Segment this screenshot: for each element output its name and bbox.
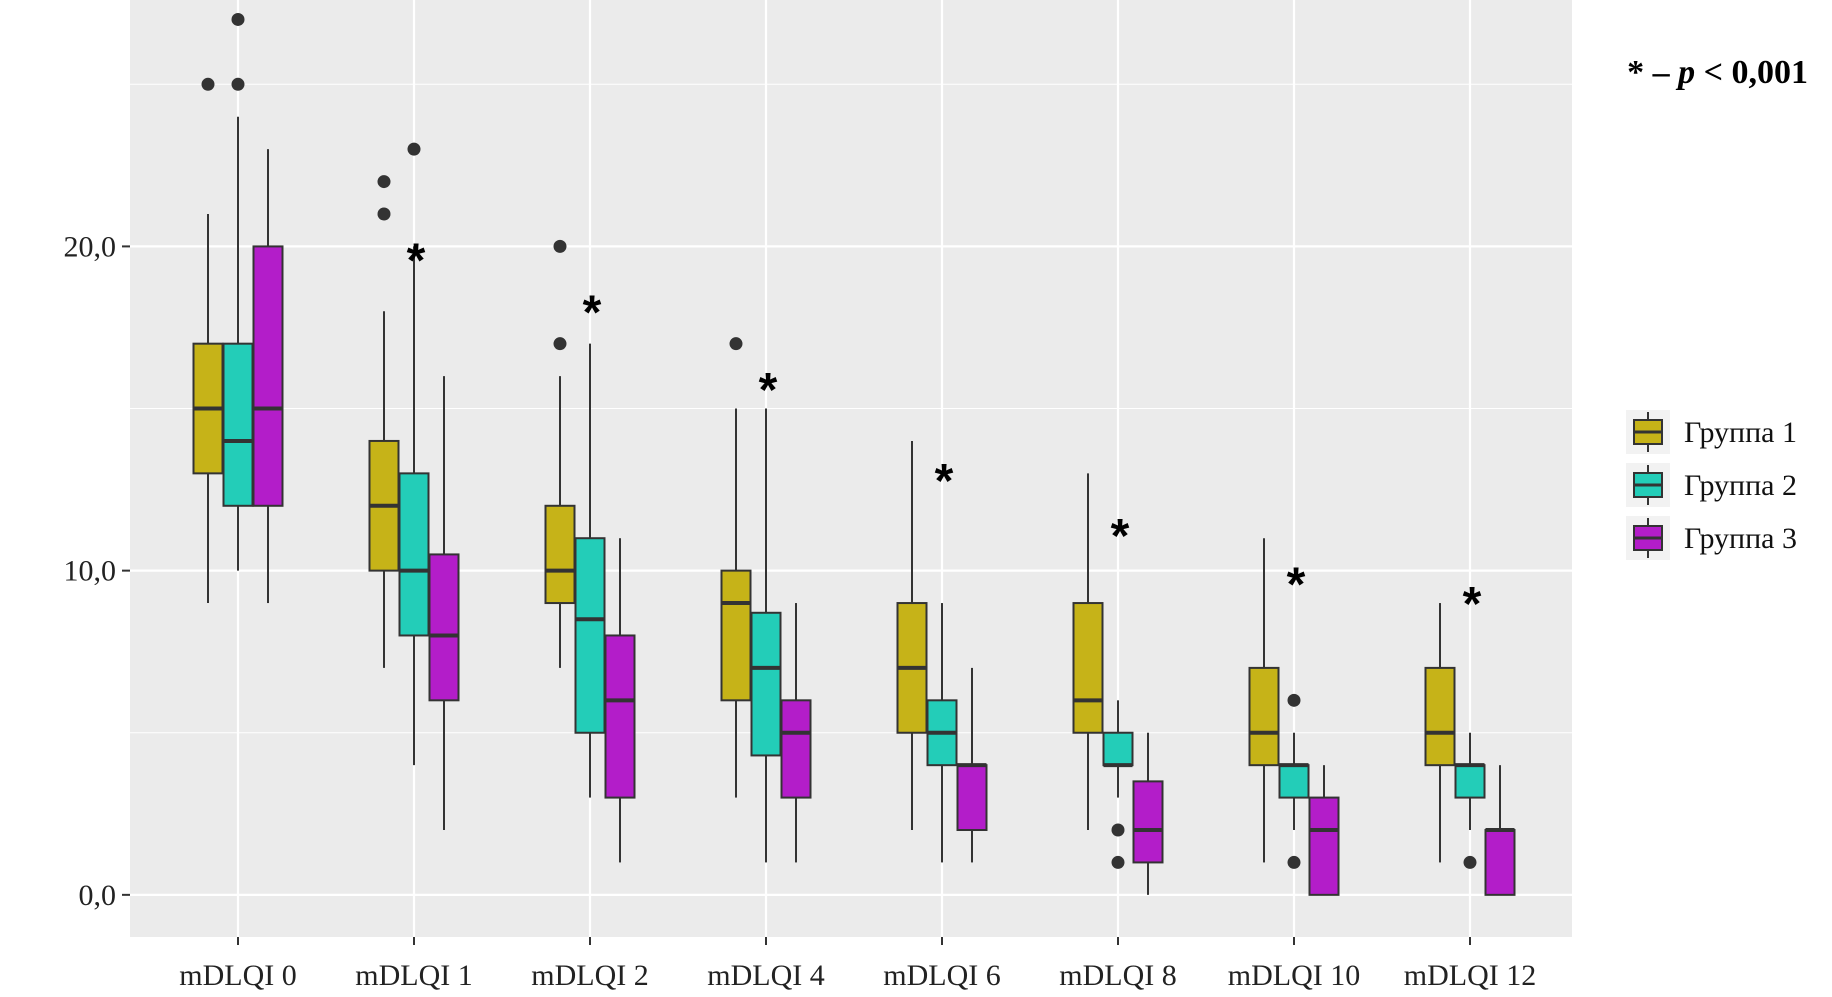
box-series [192,12,1516,896]
box-1-4 [896,440,928,831]
outlier-point [231,77,245,91]
x-tick-label: mDLQI 8 [1059,959,1176,992]
x-tick-label: mDLQI 12 [1404,959,1536,992]
box-1-0 [192,77,224,604]
box-rect [1248,666,1280,767]
outlier-point [1111,823,1125,837]
box-3-7 [1484,765,1516,896]
box-3-4 [956,667,988,863]
significance-star: * [1463,578,1482,631]
box-2-2 [574,343,606,798]
box-rect [544,504,576,605]
box-rect [1072,602,1104,734]
outlier-point [377,175,391,189]
box-rect [720,569,752,702]
x-tick-label: mDLQI 6 [883,959,1000,992]
box-3-6 [1308,765,1340,896]
outlier-point [231,12,245,26]
outlier-point [407,142,421,156]
box-3-5 [1132,732,1164,895]
legend-key-1 [1626,410,1670,454]
x-tick-label: mDLQI 0 [179,959,296,992]
box-3-0 [252,149,284,604]
box-3-1 [428,376,460,831]
outlier-point [553,239,567,253]
box-rect [1278,764,1310,799]
outlier-point [553,337,567,351]
significance-star: * [759,364,778,417]
box-rect [574,537,606,734]
significance-star: * [935,455,954,508]
legend: Группа 1 Группа 2 Группа 3 [1626,410,1797,560]
significance-star: * [1287,559,1306,612]
box-rect [398,472,430,637]
box-rect [780,699,812,799]
outlier-point [1287,855,1301,869]
box-2-7 [1454,732,1486,869]
box-rect [428,553,460,702]
legend-label-1: Группа 1 [1684,416,1797,449]
box-rect [252,245,284,507]
x-tick-label: mDLQI 2 [531,959,648,992]
significance-star: * [407,234,426,287]
series-3 [252,149,1516,896]
box-rect [1102,731,1134,767]
outlier-point [1463,855,1477,869]
box-rect [1132,780,1164,864]
box-rect [1454,764,1486,799]
significance-star: * [1111,510,1130,563]
box-2-1 [398,142,430,766]
box-2-5 [1102,700,1134,869]
box-rect [750,611,782,757]
x-tick-label: mDLQI 4 [707,959,824,992]
outlier-point [729,337,743,351]
box-1-3 [720,337,752,798]
outlier-point [201,77,215,91]
box-2-4 [926,603,958,863]
significance-markers: * * * * * * * [407,234,1482,631]
legend-label-3: Группа 3 [1684,522,1797,555]
box-rect [604,634,636,799]
y-tick-label: 20,0 [64,230,117,263]
y-tick-label: 10,0 [64,555,117,588]
box-1-7 [1424,603,1456,863]
p-value-note: * – p < 0,001 [1627,54,1808,91]
x-tick-label: mDLQI 1 [355,959,472,992]
box-2-3 [750,408,782,863]
box-rect [1424,666,1456,767]
box-1-5 [1072,473,1104,831]
legend-key-3 [1626,516,1670,560]
significance-star: * [583,286,602,339]
box-rect [1484,829,1516,896]
box-1-6 [1248,538,1280,863]
box-rect [222,342,254,507]
plot-panel [130,0,1572,937]
outlier-point [1111,855,1125,869]
box-3-3 [780,603,812,863]
x-tick-label: mDLQI 10 [1228,959,1360,992]
axes: 0,0 10,0 20,0 mDLQI 0 mDLQI 1 mDLQI 2 mDLQI 4 m… [64,230,1537,992]
series-2 [222,12,1486,869]
box-3-2 [604,538,636,863]
box-2-6 [1278,693,1310,869]
legend-key-2 [1626,463,1670,507]
series-1 [192,77,1456,863]
outlier-point [377,207,391,221]
y-tick-label: 0,0 [79,879,117,912]
outlier-point [1287,693,1301,707]
box-rect [956,764,988,832]
box-1-2 [544,239,576,668]
legend-label-2: Группа 2 [1684,469,1797,502]
box-2-0 [222,12,254,571]
box-rect [1308,796,1340,896]
